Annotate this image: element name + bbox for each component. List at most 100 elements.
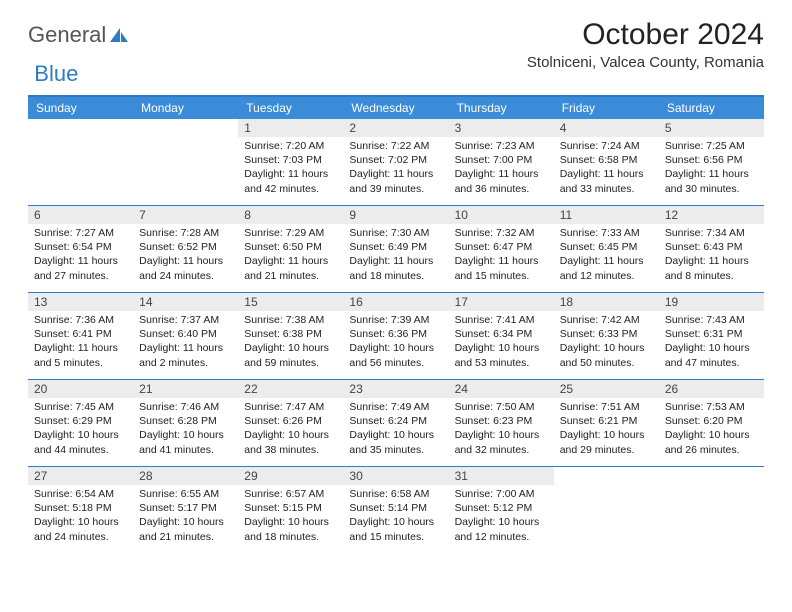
sunset-line: Sunset: 6:31 PM xyxy=(665,327,758,341)
sunrise-line: Sunrise: 7:49 AM xyxy=(349,400,442,414)
week-row: 1Sunrise: 7:20 AMSunset: 7:03 PMDaylight… xyxy=(28,119,764,206)
day-number: 28 xyxy=(133,467,238,485)
sunrise-line: Sunrise: 7:53 AM xyxy=(665,400,758,414)
sunset-line: Sunset: 6:43 PM xyxy=(665,240,758,254)
sunset-line: Sunset: 6:41 PM xyxy=(34,327,127,341)
sunset-line: Sunset: 6:50 PM xyxy=(244,240,337,254)
sunrise-line: Sunrise: 6:58 AM xyxy=(349,487,442,501)
sunset-line: Sunset: 6:52 PM xyxy=(139,240,232,254)
sunset-line: Sunset: 6:54 PM xyxy=(34,240,127,254)
sunrise-line: Sunrise: 7:37 AM xyxy=(139,313,232,327)
day-number: 5 xyxy=(659,119,764,137)
sunset-line: Sunset: 6:40 PM xyxy=(139,327,232,341)
daylight-line: Daylight: 10 hours and 44 minutes. xyxy=(34,428,127,456)
day-number: 11 xyxy=(554,206,659,224)
sunrise-line: Sunrise: 7:47 AM xyxy=(244,400,337,414)
weekday-header-row: SundayMondayTuesdayWednesdayThursdayFrid… xyxy=(28,97,764,119)
daylight-line: Daylight: 10 hours and 21 minutes. xyxy=(139,515,232,543)
daylight-line: Daylight: 10 hours and 32 minutes. xyxy=(455,428,548,456)
sunset-line: Sunset: 5:17 PM xyxy=(139,501,232,515)
day-cell: 10 Sunrise: 7:32 AMSunset: 6:47 PMDayligh… xyxy=(449,206,554,292)
location-text: Stolniceni, Valcea County, Romania xyxy=(527,54,764,71)
sunrise-line: Sunrise: 7:46 AM xyxy=(139,400,232,414)
daylight-line: Daylight: 10 hours and 18 minutes. xyxy=(244,515,337,543)
day-number: 10 xyxy=(449,206,554,224)
day-number: 20 xyxy=(28,380,133,398)
weekday-header: Tuesday xyxy=(238,97,343,119)
day-cell: 3Sunrise: 7:23 AMSunset: 7:00 PMDaylight… xyxy=(449,119,554,205)
day-cell: 5Sunrise: 7:25 AMSunset: 6:56 PMDaylight… xyxy=(659,119,764,205)
sunrise-line: Sunrise: 7:41 AM xyxy=(455,313,548,327)
sunrise-line: Sunrise: 7:33 AM xyxy=(560,226,653,240)
sunrise-line: Sunrise: 7:32 AM xyxy=(455,226,548,240)
daylight-line: Daylight: 11 hours and 12 minutes. xyxy=(560,254,653,282)
day-number: 23 xyxy=(343,380,448,398)
day-cell: 18Sunrise: 7:42 AMSunset: 6:33 PMDayligh… xyxy=(554,293,659,379)
sunset-line: Sunset: 6:26 PM xyxy=(244,414,337,428)
day-number: 22 xyxy=(238,380,343,398)
day-cell: 20Sunrise: 7:45 AMSunset: 6:29 PMDayligh… xyxy=(28,380,133,466)
sunrise-line: Sunrise: 7:20 AM xyxy=(244,139,337,153)
day-number: 27 xyxy=(28,467,133,485)
daylight-line: Daylight: 11 hours and 15 minutes. xyxy=(455,254,548,282)
daylight-line: Daylight: 10 hours and 56 minutes. xyxy=(349,341,442,369)
week-row: 6Sunrise: 7:27 AMSunset: 6:54 PMDaylight… xyxy=(28,206,764,293)
sunrise-line: Sunrise: 7:22 AM xyxy=(349,139,442,153)
calendar: SundayMondayTuesdayWednesdayThursdayFrid… xyxy=(28,95,764,553)
logo-sail-icon xyxy=(108,26,130,44)
day-number: 6 xyxy=(28,206,133,224)
daylight-line: Daylight: 11 hours and 8 minutes. xyxy=(665,254,758,282)
sunrise-line: Sunrise: 7:38 AM xyxy=(244,313,337,327)
day-cell: 24Sunrise: 7:50 AMSunset: 6:23 PMDayligh… xyxy=(449,380,554,466)
sunset-line: Sunset: 6:56 PM xyxy=(665,153,758,167)
day-number: 21 xyxy=(133,380,238,398)
sunrise-line: Sunrise: 6:55 AM xyxy=(139,487,232,501)
day-cell: 16Sunrise: 7:39 AMSunset: 6:36 PMDayligh… xyxy=(343,293,448,379)
day-cell: 29Sunrise: 6:57 AMSunset: 5:15 PMDayligh… xyxy=(238,467,343,553)
day-cell: 23Sunrise: 7:49 AMSunset: 6:24 PMDayligh… xyxy=(343,380,448,466)
day-cell: 19Sunrise: 7:43 AMSunset: 6:31 PMDayligh… xyxy=(659,293,764,379)
daylight-line: Daylight: 10 hours and 35 minutes. xyxy=(349,428,442,456)
daylight-line: Daylight: 11 hours and 30 minutes. xyxy=(665,167,758,195)
sunset-line: Sunset: 6:28 PM xyxy=(139,414,232,428)
sunrise-line: Sunrise: 7:34 AM xyxy=(665,226,758,240)
day-number: 7 xyxy=(133,206,238,224)
sunset-line: Sunset: 6:47 PM xyxy=(455,240,548,254)
empty-cell xyxy=(133,119,238,205)
weekday-header: Monday xyxy=(133,97,238,119)
day-number: 8 xyxy=(238,206,343,224)
sunset-line: Sunset: 6:21 PM xyxy=(560,414,653,428)
sunset-line: Sunset: 6:58 PM xyxy=(560,153,653,167)
sunset-line: Sunset: 5:15 PM xyxy=(244,501,337,515)
daylight-line: Daylight: 10 hours and 50 minutes. xyxy=(560,341,653,369)
sunrise-line: Sunrise: 7:50 AM xyxy=(455,400,548,414)
sunrise-line: Sunrise: 7:00 AM xyxy=(455,487,548,501)
day-cell: 1Sunrise: 7:20 AMSunset: 7:03 PMDaylight… xyxy=(238,119,343,205)
day-cell: 15Sunrise: 7:38 AMSunset: 6:38 PMDayligh… xyxy=(238,293,343,379)
day-cell: 8Sunrise: 7:29 AMSunset: 6:50 PMDaylight… xyxy=(238,206,343,292)
day-number: 17 xyxy=(449,293,554,311)
sunset-line: Sunset: 5:18 PM xyxy=(34,501,127,515)
sunset-line: Sunset: 6:45 PM xyxy=(560,240,653,254)
day-number: 29 xyxy=(238,467,343,485)
empty-cell xyxy=(28,119,133,205)
daylight-line: Daylight: 11 hours and 24 minutes. xyxy=(139,254,232,282)
sunset-line: Sunset: 7:02 PM xyxy=(349,153,442,167)
daylight-line: Daylight: 10 hours and 47 minutes. xyxy=(665,341,758,369)
day-cell: 14Sunrise: 7:37 AMSunset: 6:40 PMDayligh… xyxy=(133,293,238,379)
day-cell: 13Sunrise: 7:36 AMSunset: 6:41 PMDayligh… xyxy=(28,293,133,379)
day-cell: 6Sunrise: 7:27 AMSunset: 6:54 PMDaylight… xyxy=(28,206,133,292)
week-row: 20Sunrise: 7:45 AMSunset: 6:29 PMDayligh… xyxy=(28,380,764,467)
sunset-line: Sunset: 6:38 PM xyxy=(244,327,337,341)
week-row: 27Sunrise: 6:54 AMSunset: 5:18 PMDayligh… xyxy=(28,467,764,553)
sunrise-line: Sunrise: 7:29 AM xyxy=(244,226,337,240)
sunset-line: Sunset: 6:33 PM xyxy=(560,327,653,341)
daylight-line: Daylight: 10 hours and 29 minutes. xyxy=(560,428,653,456)
day-cell: 22Sunrise: 7:47 AMSunset: 6:26 PMDayligh… xyxy=(238,380,343,466)
sunset-line: Sunset: 6:36 PM xyxy=(349,327,442,341)
sunset-line: Sunset: 6:20 PM xyxy=(665,414,758,428)
sunset-line: Sunset: 6:29 PM xyxy=(34,414,127,428)
daylight-line: Daylight: 10 hours and 53 minutes. xyxy=(455,341,548,369)
month-title: October 2024 xyxy=(527,18,764,52)
day-number: 26 xyxy=(659,380,764,398)
